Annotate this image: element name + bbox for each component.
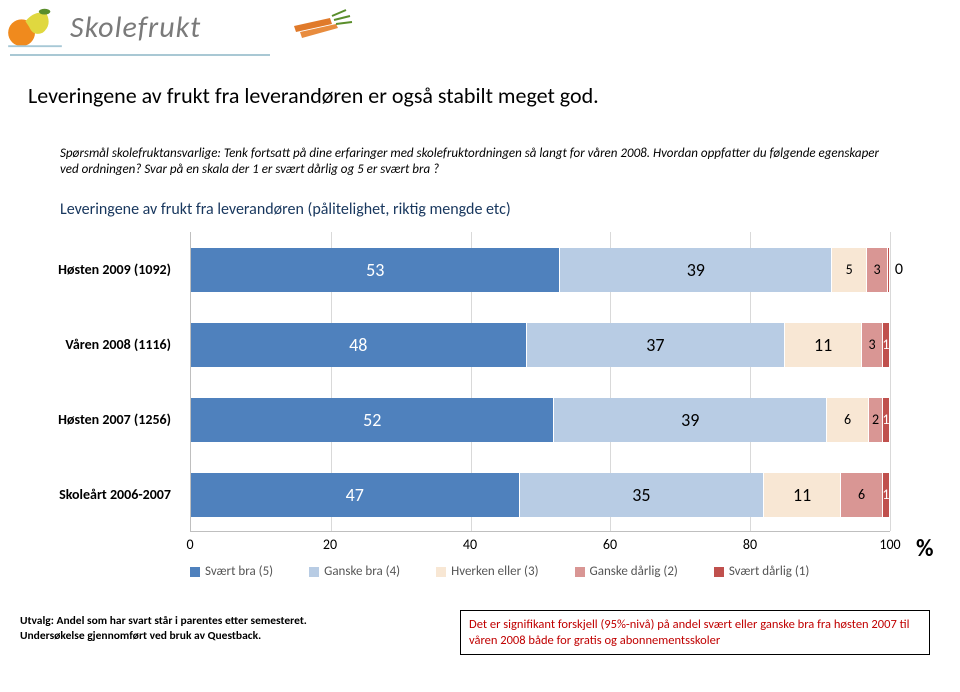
chart-subheading: Leveringene av frukt fra leverandøren (p…: [60, 200, 511, 219]
category-label: Skoleårt 2006-2007: [31, 486, 181, 503]
legend-item: Svært dårlig (1): [714, 564, 809, 579]
chart: Høsten 2009 (1092)5339530Våren 2008 (111…: [30, 232, 930, 572]
bar-segment: 6: [841, 473, 883, 517]
bar-segment: 48: [191, 323, 527, 367]
x-tick: 40: [463, 536, 477, 553]
bar-segment: 1: [883, 323, 890, 367]
footnote-left: Utvalg: Andel som har svart står i paren…: [20, 614, 420, 644]
legend-swatch: [309, 567, 319, 577]
bar-track: 47351161: [191, 473, 890, 517]
gridline: [890, 232, 891, 531]
x-tick: 0: [186, 536, 193, 553]
bar-track: 5239621: [191, 398, 890, 442]
legend-label: Svært bra (5): [205, 564, 273, 579]
bar-segment: 47: [191, 473, 520, 517]
logo: Skolefrukt: [6, 4, 201, 50]
legend-label: Ganske bra (4): [324, 564, 400, 579]
bar-segment: 11: [764, 473, 841, 517]
legend-swatch: [436, 567, 446, 577]
bar-segment: 1: [883, 473, 890, 517]
bar-segment: 5: [832, 248, 867, 292]
x-tick: 100: [879, 536, 900, 553]
legend-label: Ganske dårlig (2): [590, 564, 678, 579]
bar-segment: 39: [554, 398, 827, 442]
bar-segment: 2: [869, 398, 883, 442]
x-tick: 80: [743, 536, 757, 553]
logo-underline: [10, 54, 270, 56]
fruit-icon: [6, 4, 64, 50]
page-title: Leveringene av frukt fra leverandøren er…: [28, 82, 599, 109]
bar-segment: 6: [827, 398, 869, 442]
plot-area: Høsten 2009 (1092)5339530Våren 2008 (111…: [190, 232, 890, 532]
percent-label: %: [916, 534, 934, 563]
legend-label: Svært dårlig (1): [729, 564, 809, 579]
bar-row: Høsten 2009 (1092)5339530: [191, 232, 890, 307]
category-label: Våren 2008 (1116): [31, 336, 181, 353]
bar-segment: 1: [883, 398, 890, 442]
x-tick: 60: [603, 536, 617, 553]
bar-track: 48371131: [191, 323, 890, 367]
bar-segment: 35: [520, 473, 765, 517]
bar-row: Høsten 2007 (1256)5239621: [191, 382, 890, 457]
legend-item: Ganske dårlig (2): [575, 564, 678, 579]
bar-segment: 3: [867, 248, 888, 292]
legend: Svært bra (5) Ganske bra (4) Hverken eller…: [190, 558, 890, 579]
bar-segment: 0: [888, 248, 890, 292]
x-tick: 20: [323, 536, 337, 553]
legend-label: Hverken eller (3): [451, 564, 538, 579]
legend-swatch: [575, 567, 585, 577]
bar-track: 5339530: [191, 248, 890, 292]
bar-segment: 39: [560, 248, 832, 292]
legend-item: Svært bra (5): [190, 564, 273, 579]
legend-item: Hverken eller (3): [436, 564, 538, 579]
x-axis: 020406080100: [190, 532, 890, 552]
legend-swatch: [714, 567, 724, 577]
bar-segment: 52: [191, 398, 554, 442]
bar-segment: 37: [527, 323, 786, 367]
question-text: Spørsmål skolefruktansvarlige: Tenk fort…: [60, 146, 900, 179]
logo-text: Skolefrukt: [70, 9, 201, 46]
bar-segment: 53: [191, 248, 560, 292]
legend-swatch: [190, 567, 200, 577]
bar-segment: 11: [785, 323, 862, 367]
category-label: Høsten 2009 (1092): [31, 261, 181, 278]
bar-row: Våren 2008 (1116)48371131: [191, 307, 890, 382]
category-label: Høsten 2007 (1256): [31, 411, 181, 428]
legend-item: Ganske bra (4): [309, 564, 400, 579]
footnote-right: Det er signifikant forskjell (95%-nivå) …: [460, 610, 930, 655]
bar-segment: 3: [862, 323, 883, 367]
bar-row: Skoleårt 2006-200747351161: [191, 457, 890, 532]
carrot-icon: [290, 6, 362, 47]
